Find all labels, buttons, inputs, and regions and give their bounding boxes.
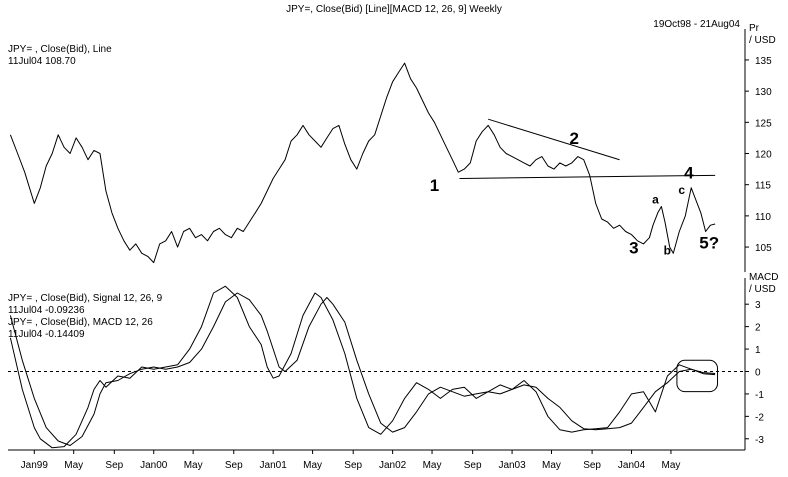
price-wave-label: 2 [569,129,578,148]
price-trendline [488,118,620,161]
macd-y-tick-label: 2 [755,323,761,334]
x-tick-label: Jan01 [260,460,288,471]
x-tick-label: Sep [464,460,482,471]
macd-y-tick-label: -1 [755,390,764,401]
price-y-tick-label: 115 [755,181,771,192]
x-tick-label: Jan03 [498,460,526,471]
price-wave-label: b [664,244,671,258]
macd-series-line-2 [9,285,716,449]
macd-axis-title: / USD [749,284,776,295]
macd-legend-line: 11Jul04 -0.09236 [8,305,85,316]
price-y-tick-label: 135 [755,56,772,67]
macd-y-tick-label: -3 [755,435,764,446]
price-axis-title: Pr [749,23,760,34]
price-wave-label: 5? [699,233,719,252]
price-legend-line: 11Jul04 108.70 [8,56,76,67]
macd-y-tick-label: -2 [755,412,764,423]
x-tick-label: May [184,460,203,471]
x-axis: Jan99 May Sep Jan00 May Sep Jan01 May Sep Jan02 Ma… [8,449,745,471]
price-y-tick-label: 105 [755,243,772,254]
x-tick-label: Jan04 [618,460,646,471]
x-tick-label: May [661,460,680,471]
macd-legend-line: JPY= , Close(Bid), Signal 12, 26, 9 [8,293,163,304]
price-legend-line: JPY= , Close(Bid), Line [8,44,112,55]
price-panel: 105 110 115 120 125 130 135 Pr/ USD JPY= , Close… [8,23,776,272]
macd-legend-line: 11Jul04 -0.14409 [8,329,85,340]
price-y-tick-label: 110 [755,212,771,223]
x-tick-label: Sep [583,460,601,471]
x-tick-label: Jan02 [379,460,407,471]
date-range: 19Oct98 - 21Aug04 [653,19,740,30]
x-tick-label: Jan00 [140,460,168,471]
price-wave-label: 1 [430,176,439,195]
x-tick-label: Sep [344,460,362,471]
price-y-tick-label: 120 [755,150,772,161]
x-tick-label: Jan99 [21,460,49,471]
price-y-tick-label: 130 [755,87,772,98]
price-trendline [459,174,716,179]
price-series-line-1 [9,62,716,264]
price-wave-label: a [652,192,659,206]
macd-y-tick-label: 3 [755,300,761,311]
price-wave-label: 4 [684,163,694,182]
x-tick-label: May [303,460,322,471]
macd-axis-title: MACD [749,272,778,283]
chart-title: JPY=, Close(Bid) [Line][MACD 12, 26, 9] … [286,4,502,15]
price-wave-label: 3 [629,238,638,257]
price-wave-label: c [678,183,685,197]
price-axis-title: / USD [749,35,776,46]
x-tick-label: May [542,460,561,471]
price-y-tick-label: 125 [755,118,772,129]
macd-legend-line: JPY= , Close(Bid), MACD 12, 26 [8,317,153,328]
x-tick-label: Sep [105,460,123,471]
x-tick-label: May [423,460,442,471]
macd-y-tick-label: 0 [755,367,761,378]
macd-panel: -3 -2 -1 0 1 2 3 MACD/ USD JPY= , Close(Bid), Si… [8,272,778,450]
macd-y-tick-label: 1 [755,345,761,356]
x-tick-label: Sep [225,460,243,471]
macd-highlight-box [676,359,719,393]
x-tick-label: May [64,460,83,471]
